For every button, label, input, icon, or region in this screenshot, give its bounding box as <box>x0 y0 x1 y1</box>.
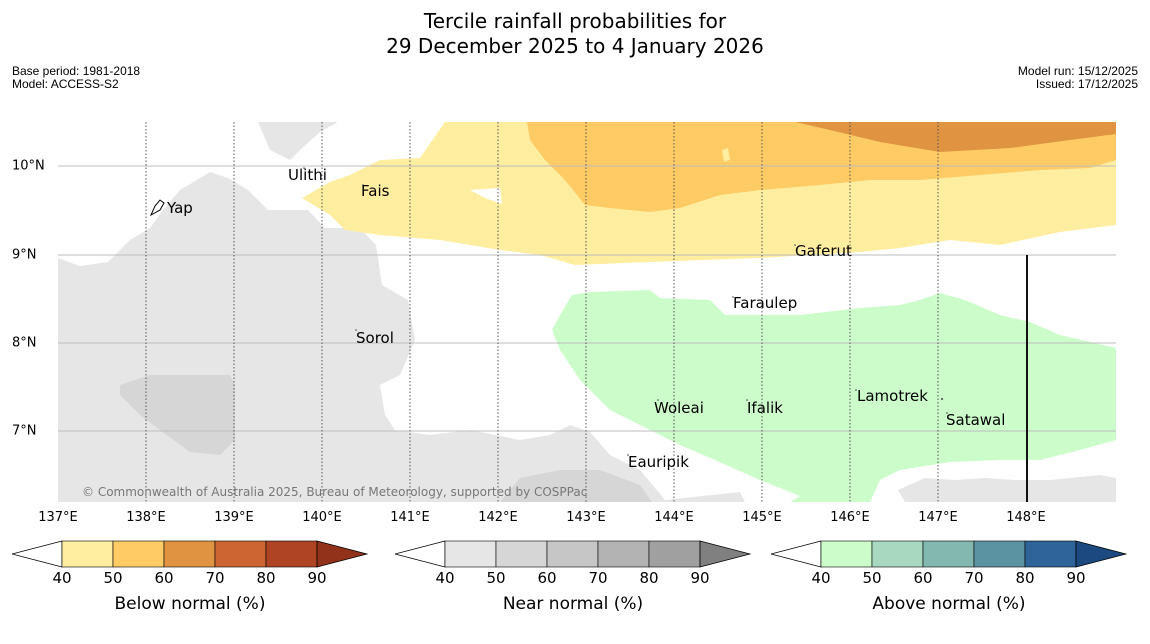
colorbar-segment <box>922 540 975 568</box>
lon-label-143e: 143°E <box>566 510 606 525</box>
colorbar-below-label: Below normal (%) <box>114 594 266 614</box>
colorbar-below-tick: 80 <box>256 569 276 587</box>
near-normal-region-southeast <box>898 475 1116 502</box>
place-label-gaferut: Gaferut <box>795 242 852 260</box>
colorbar-above-tick: 80 <box>1015 569 1035 587</box>
place-label-eauripik: Eauripik <box>628 453 689 471</box>
place-label-satawal: Satawal <box>946 411 1006 429</box>
colorbar-near-normal <box>395 540 751 568</box>
place-label-ifalik: Ifalik <box>747 399 783 417</box>
colorbar-near-tick: 60 <box>537 569 557 587</box>
colorbar-above-tick: 40 <box>811 569 831 587</box>
colorbar-above-tick: 50 <box>862 569 882 587</box>
lon-label-141e: 141°E <box>390 510 430 525</box>
lat-label-7n: 7°N <box>12 423 37 439</box>
base-period: Base period: 1981-2018 <box>12 64 141 78</box>
place-label-yap: Yap <box>167 199 193 217</box>
place-label-sorol: Sorol <box>356 329 394 347</box>
model-name: Model: ACCESS-S2 <box>12 77 119 91</box>
colorbar-segment <box>1024 540 1077 568</box>
colorbar-below-tick: 60 <box>154 569 174 587</box>
colorbar-segment <box>61 540 114 568</box>
colorbar-above-tick: 60 <box>913 569 933 587</box>
colorbar-segment <box>163 540 216 568</box>
colorbar-segment <box>820 540 873 568</box>
colorbar-near-tick: 90 <box>690 569 710 587</box>
lon-label-146e: 146°E <box>830 510 870 525</box>
meridians <box>145 122 939 502</box>
colorbar-below-normal <box>12 540 368 568</box>
lat-label-10n: 10°N <box>12 158 45 174</box>
lat-label-8n: 8°N <box>12 335 37 351</box>
title-line-1: Tercile rainfall probabilities for <box>423 9 727 33</box>
below-normal-region-60 <box>795 122 1116 152</box>
colorbar-near-label: Near normal (%) <box>502 594 644 614</box>
colorbar-near-tick: 50 <box>486 569 506 587</box>
near-normal-region-inner-south <box>500 470 652 502</box>
title-line-2: 29 December 2025 to 4 January 2026 <box>386 34 764 58</box>
colorbar-near-tick: 40 <box>435 569 455 587</box>
lon-label-147e: 147°E <box>918 510 958 525</box>
colorbar-segment <box>871 540 924 568</box>
colorbar-near-tick: 70 <box>588 569 608 587</box>
below-normal-cutout <box>722 148 730 162</box>
colorbar-extend-low <box>395 540 446 568</box>
lon-label-148e: 148°E <box>1006 510 1046 525</box>
colorbar-extend-high <box>316 540 368 568</box>
colorbar-above-tick: 90 <box>1066 569 1086 587</box>
lon-label-137e: 137°E <box>38 510 78 525</box>
lon-label-142e: 142°E <box>478 510 518 525</box>
lon-label-140e: 140°E <box>302 510 342 525</box>
place-label-faraulep: Faraulep <box>733 294 798 312</box>
near-normal-region-inner <box>120 375 235 455</box>
below-normal-cutout-2 <box>470 188 502 204</box>
yap-island-icon <box>149 199 165 217</box>
lon-label-144e: 144°E <box>654 510 694 525</box>
colorbar-near-tick: 80 <box>639 569 659 587</box>
model-run: Model run: 15/12/2025 <box>1017 64 1138 78</box>
colorbar-below-tick: 40 <box>52 569 72 587</box>
lon-label-138e: 138°E <box>126 510 166 525</box>
colorbar-above-tick: 70 <box>964 569 984 587</box>
colorbar-segment <box>214 540 267 568</box>
colorbar-extend-low <box>771 540 822 568</box>
colorbar-below-tick: 90 <box>307 569 327 587</box>
place-label-woleai: Woleai <box>654 399 704 417</box>
lat-label-9n: 9°N <box>12 247 37 263</box>
colorbar-extend-low <box>12 540 63 568</box>
colorbar-extend-high <box>699 540 751 568</box>
colorbar-segment <box>597 540 650 568</box>
colorbar-segment <box>546 540 599 568</box>
near-normal-region-north <box>258 122 338 160</box>
colorbar-above-label: Above normal (%) <box>872 594 1026 614</box>
lon-label-139e: 139°E <box>214 510 254 525</box>
colorbar-segment <box>265 540 318 568</box>
colorbar-below-tick: 50 <box>103 569 123 587</box>
issued-date: Issued: 17/12/2025 <box>1035 77 1138 91</box>
colorbar-segment <box>495 540 548 568</box>
colorbar-segment <box>648 540 701 568</box>
colorbar-above-normal <box>771 540 1127 568</box>
lon-label-145e: 145°E <box>742 510 782 525</box>
place-label-ulithi: Ulithi <box>288 166 327 184</box>
place-label-fais: Fais <box>361 182 390 200</box>
colorbar-segment <box>973 540 1026 568</box>
island-dots <box>303 167 948 456</box>
colorbar-segment <box>112 540 165 568</box>
colorbar-segment <box>444 540 497 568</box>
place-label-lamotrek: Lamotrek <box>857 387 928 405</box>
colorbar-below-tick: 70 <box>205 569 225 587</box>
colorbar-extend-high <box>1075 540 1127 568</box>
copyright-notice: © Commonwealth of Australia 2025, Bureau… <box>82 485 588 499</box>
